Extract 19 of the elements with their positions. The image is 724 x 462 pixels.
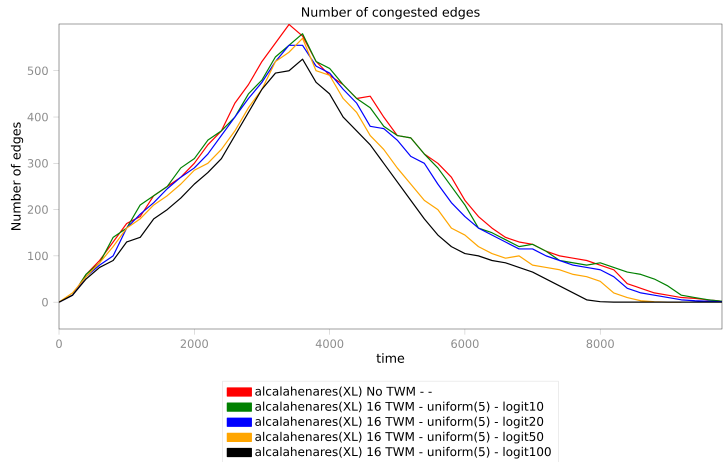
x-axis-title: time [376,353,404,363]
x-tick-label: 6000 [451,339,479,348]
legend-label: alcalahenares(XL) No TWM - - [255,386,432,398]
y-axis-title: Number of edges [10,122,24,230]
y-tick-label: 200 [28,205,48,214]
x-tick-label: 8000 [586,339,614,348]
y-tick-label: 400 [28,112,48,122]
x-tick-label: 0 [56,339,62,348]
y-tick-label: 0 [42,298,48,306]
x-tick-label: 4000 [316,339,344,348]
legend-label: alcalahenares(XL) 16 TWM - uniform(5) - logit50 [255,432,544,444]
y-tick-label: 100 [28,252,48,260]
chart-title: Number of congested edges [302,7,480,20]
x-tick-label: 2000 [180,339,208,348]
legend-label: alcalahenares(XL) 16 TWM - uniform(5) - logit20 [255,416,544,428]
y-tick-label: 500 [28,66,48,76]
legend-label: alcalahenares(XL) 16 TWM - uniform(5) - logit10 [255,402,544,414]
legend-label: alcalahenares(XL) 16 TWM - uniform(5) - logit100 [255,446,551,459]
y-tick-label: 300 [28,159,48,168]
